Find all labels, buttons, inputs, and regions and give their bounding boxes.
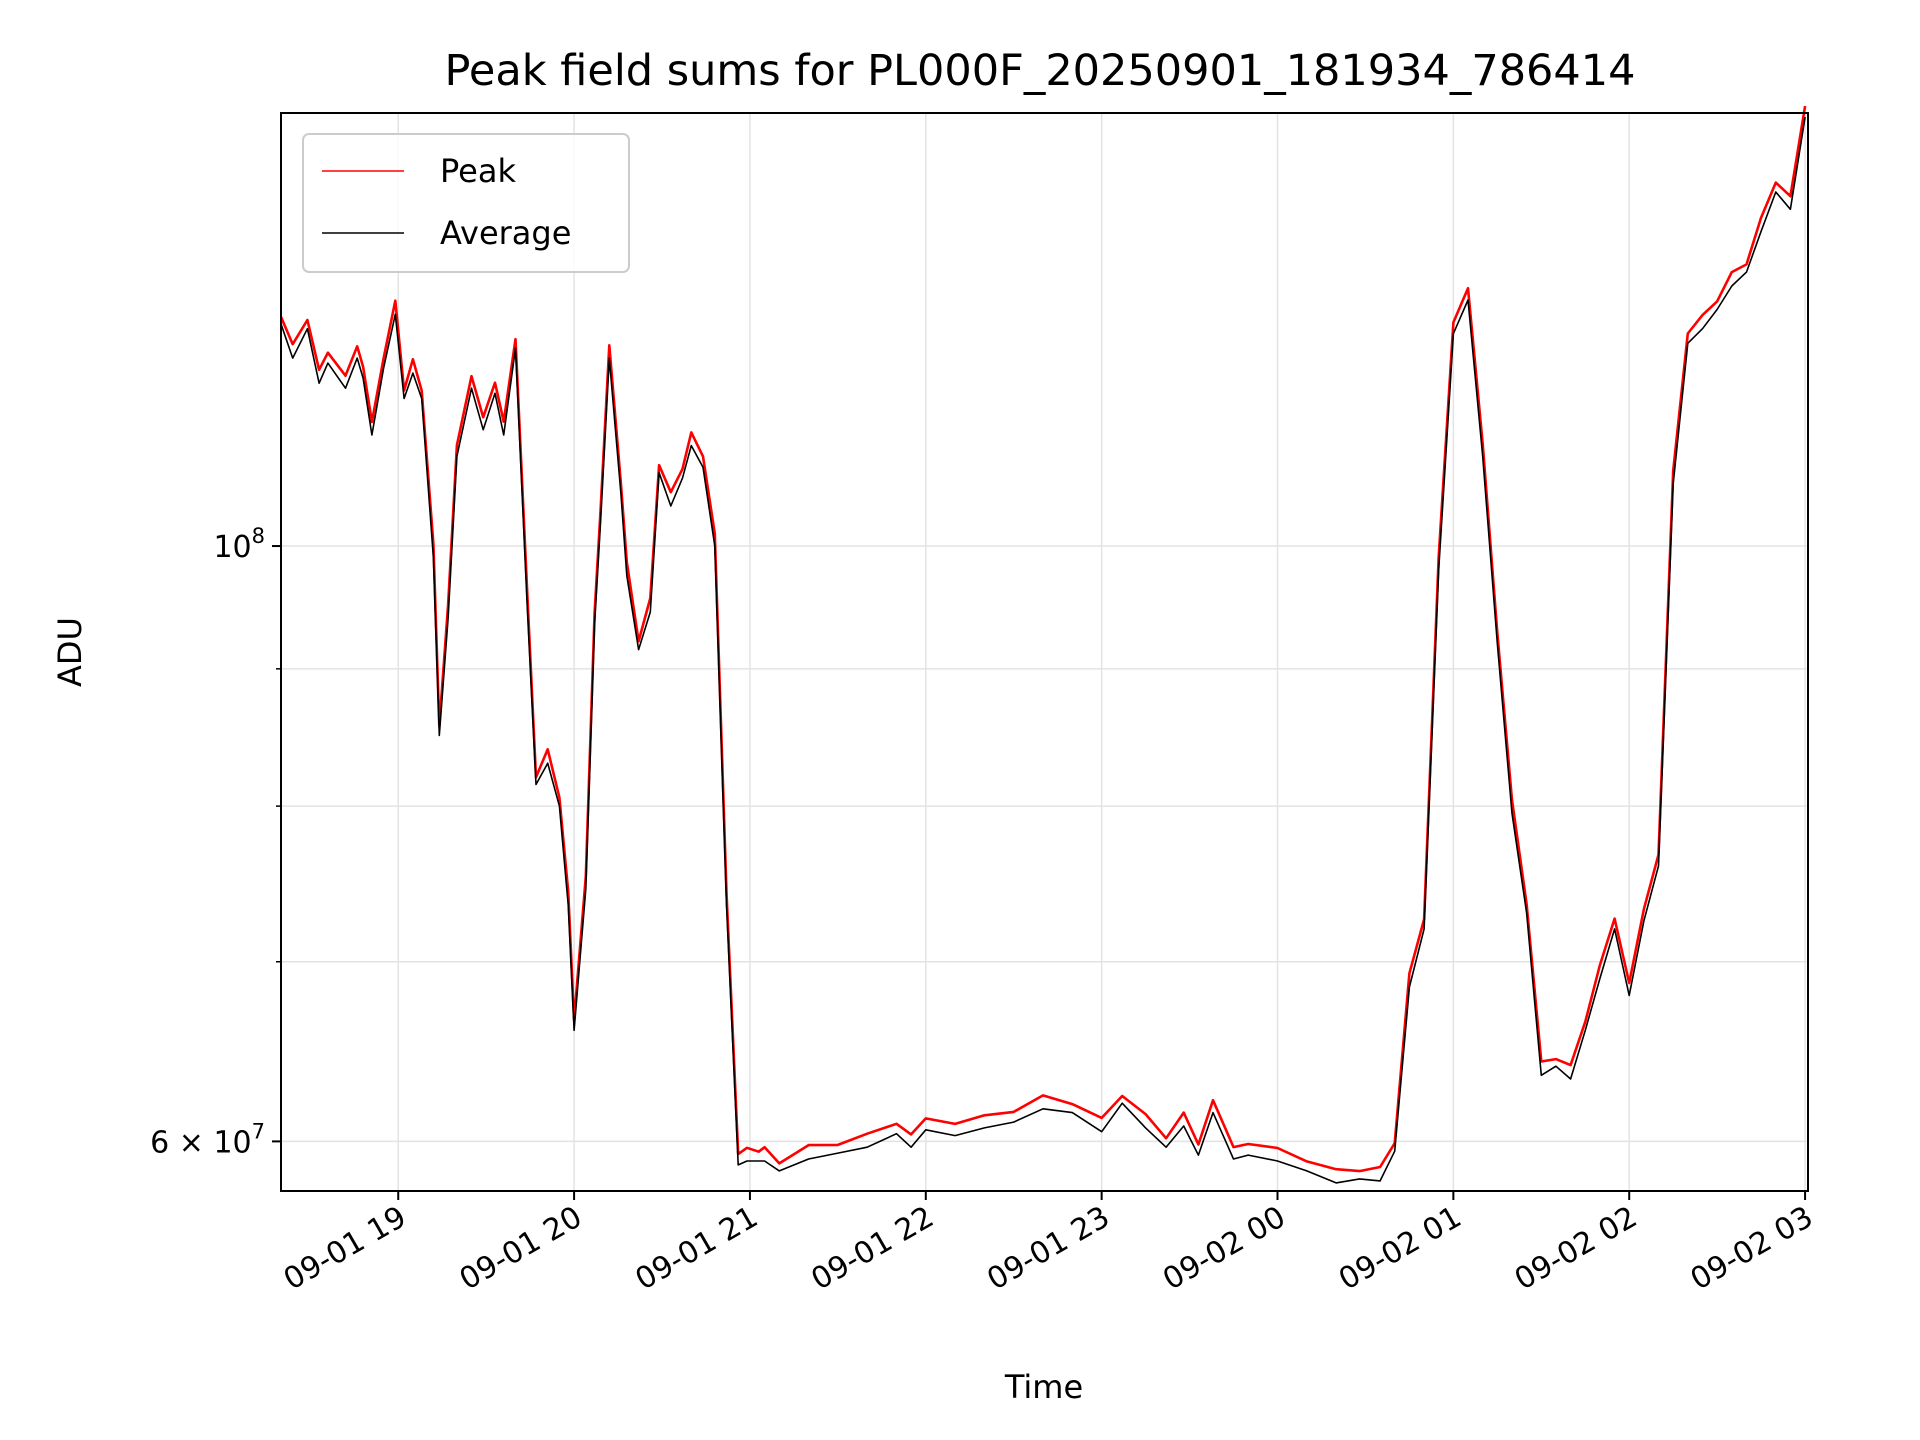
plot-frame xyxy=(280,112,1809,1192)
legend-label-average: Average xyxy=(440,214,571,252)
legend: Peak Average xyxy=(302,133,630,273)
grid-lines xyxy=(281,113,1808,1191)
legend-box xyxy=(302,133,630,273)
series-line-peak xyxy=(279,105,1807,1173)
series-line-average xyxy=(280,116,1806,1184)
y-tick-label: 108 xyxy=(213,524,265,565)
y-axis-label: ADU xyxy=(51,617,89,687)
series-layer xyxy=(279,105,1807,1184)
plot-area xyxy=(279,105,1809,1192)
legend-label-peak: Peak xyxy=(440,152,516,190)
y-axis: 108 6 × 107 xyxy=(150,524,281,1160)
chart-title: Peak field sums for PL000F_20250901_1819… xyxy=(445,46,1636,96)
y-tick-label: 6 × 107 xyxy=(150,1119,265,1160)
x-axis-label: Time xyxy=(1004,1368,1083,1406)
plot-background xyxy=(281,113,1808,1191)
